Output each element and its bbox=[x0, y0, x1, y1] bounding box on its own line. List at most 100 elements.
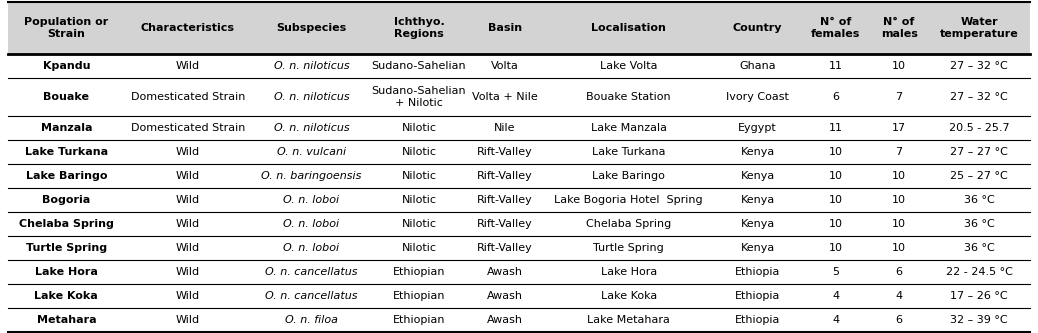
Text: Volta: Volta bbox=[491, 61, 519, 71]
Text: 6: 6 bbox=[896, 315, 903, 325]
Text: Ivory Coast: Ivory Coast bbox=[727, 92, 789, 102]
Bar bbox=[8, 308, 1030, 332]
Text: O. n. loboi: O. n. loboi bbox=[283, 195, 339, 205]
Bar bbox=[8, 116, 1030, 140]
Text: Rift-Valley: Rift-Valley bbox=[477, 243, 532, 253]
Text: Kpandu: Kpandu bbox=[43, 61, 90, 71]
Text: Characteristics: Characteristics bbox=[141, 23, 235, 33]
Text: 10: 10 bbox=[828, 147, 843, 157]
Text: 10: 10 bbox=[892, 171, 906, 181]
Text: N° of
females: N° of females bbox=[811, 17, 861, 39]
Text: 17: 17 bbox=[892, 123, 906, 133]
Text: Rift-Valley: Rift-Valley bbox=[477, 147, 532, 157]
Text: Wild: Wild bbox=[175, 219, 200, 229]
Text: 6: 6 bbox=[896, 267, 903, 277]
Text: Lake Hora: Lake Hora bbox=[601, 267, 657, 277]
Text: 25 – 27 °C: 25 – 27 °C bbox=[950, 171, 1008, 181]
Text: Sudano-Sahelian
+ Nilotic: Sudano-Sahelian + Nilotic bbox=[372, 86, 466, 108]
Text: Ethiopia: Ethiopia bbox=[735, 267, 781, 277]
Text: Bouake Station: Bouake Station bbox=[586, 92, 671, 102]
Text: O. n. cancellatus: O. n. cancellatus bbox=[266, 267, 358, 277]
Text: Chelaba Spring: Chelaba Spring bbox=[586, 219, 672, 229]
Text: 10: 10 bbox=[892, 195, 906, 205]
Bar bbox=[8, 260, 1030, 284]
Text: Rift-Valley: Rift-Valley bbox=[477, 195, 532, 205]
Text: O. n. loboi: O. n. loboi bbox=[283, 243, 339, 253]
Text: 17 – 26 °C: 17 – 26 °C bbox=[951, 291, 1008, 301]
Bar bbox=[8, 2, 1030, 54]
Text: Bogoria: Bogoria bbox=[43, 195, 90, 205]
Text: O. n. niloticus: O. n. niloticus bbox=[274, 61, 350, 71]
Bar bbox=[8, 188, 1030, 212]
Text: Ethiopian: Ethiopian bbox=[392, 267, 445, 277]
Text: 10: 10 bbox=[828, 171, 843, 181]
Text: Lake Volta: Lake Volta bbox=[600, 61, 657, 71]
Text: 36 °C: 36 °C bbox=[964, 219, 994, 229]
Text: Bouake: Bouake bbox=[44, 92, 89, 102]
Text: Nilotic: Nilotic bbox=[402, 219, 437, 229]
Text: Country: Country bbox=[733, 23, 783, 33]
Text: O. n. vulcani: O. n. vulcani bbox=[277, 147, 346, 157]
Text: N° of
males: N° of males bbox=[880, 17, 918, 39]
Text: O. n. niloticus: O. n. niloticus bbox=[274, 92, 350, 102]
Text: Nilotic: Nilotic bbox=[402, 195, 437, 205]
Text: Chelaba Spring: Chelaba Spring bbox=[19, 219, 114, 229]
Text: Wild: Wild bbox=[175, 315, 200, 325]
Text: Ethiopia: Ethiopia bbox=[735, 291, 781, 301]
Text: Kenya: Kenya bbox=[740, 219, 774, 229]
Text: 27 – 27 °C: 27 – 27 °C bbox=[950, 147, 1008, 157]
Text: Wild: Wild bbox=[175, 147, 200, 157]
Text: O. n. niloticus: O. n. niloticus bbox=[274, 123, 350, 133]
Text: 10: 10 bbox=[828, 195, 843, 205]
Text: Localisation: Localisation bbox=[592, 23, 666, 33]
Text: Kenya: Kenya bbox=[740, 195, 774, 205]
Bar bbox=[8, 284, 1030, 308]
Text: Nilotic: Nilotic bbox=[402, 171, 437, 181]
Text: Turtle Spring: Turtle Spring bbox=[26, 243, 107, 253]
Text: Awash: Awash bbox=[487, 267, 523, 277]
Text: 10: 10 bbox=[892, 219, 906, 229]
Text: 32 – 39 °C: 32 – 39 °C bbox=[951, 315, 1008, 325]
Text: 27 – 32 °C: 27 – 32 °C bbox=[950, 92, 1008, 102]
Text: Turtle Spring: Turtle Spring bbox=[594, 243, 664, 253]
Text: 20.5 - 25.7: 20.5 - 25.7 bbox=[949, 123, 1010, 133]
Text: Kenya: Kenya bbox=[740, 147, 774, 157]
Text: Subspecies: Subspecies bbox=[276, 23, 347, 33]
Text: Domesticated Strain: Domesticated Strain bbox=[131, 123, 245, 133]
Text: Ethiopian: Ethiopian bbox=[392, 291, 445, 301]
Text: 10: 10 bbox=[892, 61, 906, 71]
Text: Eygypt: Eygypt bbox=[738, 123, 777, 133]
Text: Lake Bogoria Hotel  Spring: Lake Bogoria Hotel Spring bbox=[554, 195, 703, 205]
Text: Lake Koka: Lake Koka bbox=[34, 291, 99, 301]
Text: Wild: Wild bbox=[175, 267, 200, 277]
Text: 11: 11 bbox=[828, 123, 843, 133]
Text: 7: 7 bbox=[896, 92, 903, 102]
Text: 6: 6 bbox=[832, 92, 839, 102]
Text: Basin: Basin bbox=[488, 23, 522, 33]
Text: O. n. cancellatus: O. n. cancellatus bbox=[266, 291, 358, 301]
Text: Kenya: Kenya bbox=[740, 171, 774, 181]
Text: Lake Baringo: Lake Baringo bbox=[593, 171, 665, 181]
Text: 11: 11 bbox=[828, 61, 843, 71]
Text: Metahara: Metahara bbox=[36, 315, 97, 325]
Text: Volta + Nile: Volta + Nile bbox=[472, 92, 538, 102]
Text: Lake Hora: Lake Hora bbox=[35, 267, 98, 277]
Text: Domesticated Strain: Domesticated Strain bbox=[131, 92, 245, 102]
Text: Wild: Wild bbox=[175, 243, 200, 253]
Text: Awash: Awash bbox=[487, 291, 523, 301]
Text: Ichthyo.
Regions: Ichthyo. Regions bbox=[393, 17, 444, 39]
Text: 4: 4 bbox=[832, 315, 839, 325]
Bar bbox=[8, 236, 1030, 260]
Text: Ethiopia: Ethiopia bbox=[735, 315, 781, 325]
Text: Awash: Awash bbox=[487, 315, 523, 325]
Text: Wild: Wild bbox=[175, 171, 200, 181]
Text: Lake Koka: Lake Koka bbox=[601, 291, 657, 301]
Text: Population or
Strain: Population or Strain bbox=[24, 17, 109, 39]
Text: Nilotic: Nilotic bbox=[402, 147, 437, 157]
Bar bbox=[8, 140, 1030, 164]
Bar bbox=[8, 164, 1030, 188]
Text: Water
temperature: Water temperature bbox=[939, 17, 1018, 39]
Text: 10: 10 bbox=[828, 243, 843, 253]
Text: Lake Metahara: Lake Metahara bbox=[588, 315, 671, 325]
Bar bbox=[8, 212, 1030, 236]
